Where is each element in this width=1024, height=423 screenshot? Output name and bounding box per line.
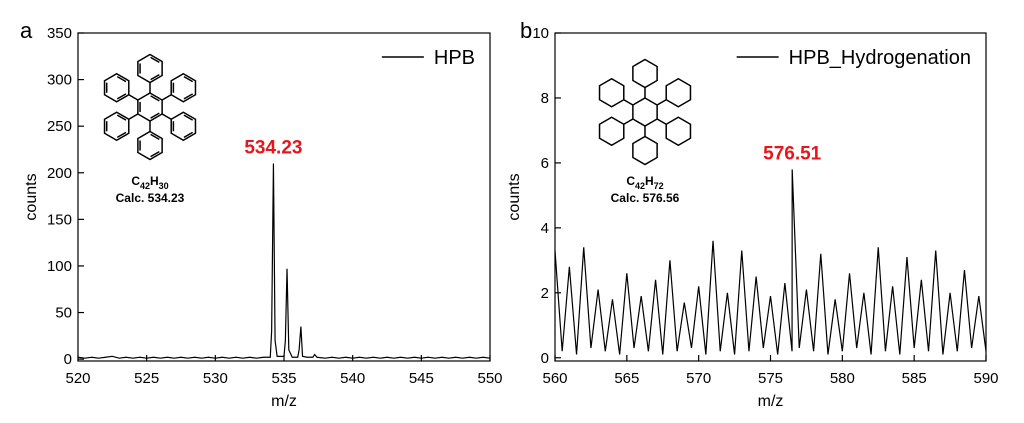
ring <box>632 97 658 127</box>
ring <box>170 72 197 103</box>
formula-element: H <box>150 174 159 188</box>
double-bond <box>150 112 160 119</box>
bond <box>623 118 634 125</box>
y-tick-label: 8 <box>541 90 549 107</box>
y-tick-label: 300 <box>47 72 72 89</box>
spectrum-line <box>77 163 491 359</box>
double-bond <box>183 131 194 139</box>
x-tick-label: 565 <box>614 370 639 387</box>
x-tick-label: 525 <box>134 370 159 387</box>
peak-label: 576.51 <box>763 143 822 164</box>
ring <box>598 116 625 147</box>
x-tick-label: 580 <box>830 370 855 387</box>
bond <box>128 113 139 120</box>
panel-label: b <box>520 18 532 43</box>
panel-label: a <box>20 18 33 43</box>
bond <box>161 94 172 101</box>
double-bond <box>150 95 160 102</box>
double-bond <box>183 114 194 121</box>
double-bond <box>183 93 194 100</box>
double-bond <box>150 133 160 141</box>
double-bond <box>116 131 127 139</box>
bond <box>623 99 634 106</box>
legend-label: HPB_Hydrogenation <box>789 47 971 69</box>
x-tick-label: 520 <box>65 370 90 387</box>
formula-element: H <box>645 174 654 188</box>
bond <box>128 94 139 101</box>
y-tick-label: 100 <box>47 258 72 275</box>
double-bond <box>150 150 160 158</box>
y-axis-label: counts <box>23 173 40 220</box>
ring <box>665 77 692 108</box>
ring <box>103 72 130 103</box>
formula-subscript: 42 <box>635 181 645 191</box>
x-tick-label: 540 <box>340 370 365 387</box>
y-tick-label: 6 <box>541 155 549 172</box>
bond <box>161 113 172 120</box>
spectrum-line <box>554 169 987 355</box>
formula: C42H72 <box>626 174 663 191</box>
structure <box>103 53 197 161</box>
y-tick-label: 150 <box>47 211 72 228</box>
formula: C42H30 <box>131 174 168 191</box>
structure <box>598 58 692 166</box>
y-tick-label: 4 <box>541 220 549 237</box>
calc-label: Calc. 534.23 <box>116 191 185 205</box>
x-tick-label: 535 <box>271 370 296 387</box>
x-tick-label: 550 <box>477 370 502 387</box>
legend-label: HPB <box>434 47 475 69</box>
ring <box>137 130 163 161</box>
x-tick-label: 585 <box>902 370 927 387</box>
y-tick-label: 350 <box>47 25 72 42</box>
y-tick-label: 50 <box>55 305 72 322</box>
y-tick-label: 0 <box>541 350 549 367</box>
x-tick-label: 590 <box>973 370 998 387</box>
bond <box>656 118 667 125</box>
x-axis-label: m/z <box>758 393 784 410</box>
double-bond <box>183 75 194 83</box>
formula-subscript: 42 <box>140 181 150 191</box>
y-axis-label: counts <box>506 173 523 220</box>
formula-subscript: 30 <box>159 181 169 191</box>
double-bond <box>116 75 127 83</box>
double-bond <box>116 114 127 121</box>
formula-element: C <box>626 174 635 188</box>
y-tick-label: 0 <box>64 351 72 368</box>
ring <box>598 77 625 108</box>
x-tick-label: 560 <box>542 370 567 387</box>
ring <box>170 111 197 142</box>
x-axis-label: m/z <box>271 393 297 410</box>
y-tick-label: 2 <box>541 285 549 302</box>
ring <box>632 58 658 89</box>
y-tick-label: 200 <box>47 165 72 182</box>
formula-element: C <box>131 174 140 188</box>
formula-subscript: 72 <box>654 181 664 191</box>
y-tick-label: 10 <box>532 25 549 42</box>
x-tick-label: 530 <box>203 370 228 387</box>
bond <box>656 99 667 106</box>
calc-label: Calc. 576.56 <box>611 191 680 205</box>
ring <box>665 116 692 147</box>
x-tick-label: 575 <box>758 370 783 387</box>
ring <box>137 53 163 84</box>
y-tick-label: 250 <box>47 118 72 135</box>
peak-label: 534.23 <box>244 137 302 158</box>
x-tick-label: 570 <box>686 370 711 387</box>
double-bond <box>150 56 160 64</box>
ring <box>103 111 130 142</box>
ring <box>137 92 163 122</box>
double-bond <box>150 73 160 81</box>
double-bond <box>116 93 127 100</box>
x-tick-label: 545 <box>409 370 434 387</box>
ring <box>632 135 658 166</box>
